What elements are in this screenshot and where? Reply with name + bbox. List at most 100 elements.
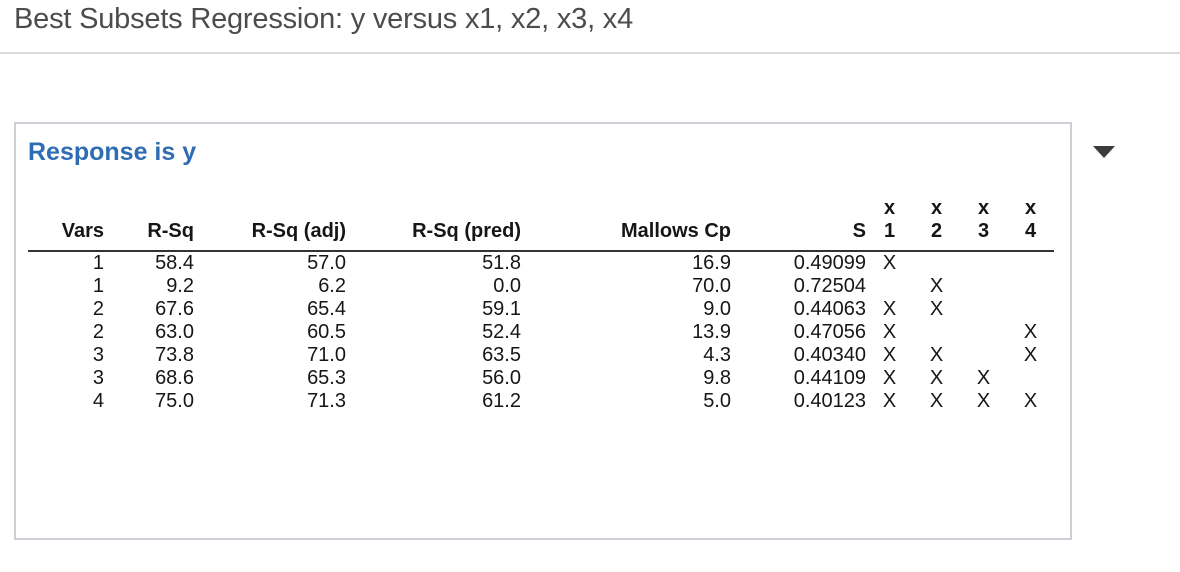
best-subsets-output-panel: Response is y x x x x Vars R-Sq (14, 122, 1072, 540)
cell-x2-mark: X (929, 275, 944, 297)
cell-r-sq: 58.4 (155, 252, 194, 274)
best-subsets-table: x x x x Vars R-Sq R-Sq (adj) R-Sq (pred)… (28, 196, 1054, 413)
cell-r-sq-pred: 61.2 (482, 390, 521, 412)
col-header-s: S (731, 220, 866, 252)
cell-x1-mark: X (882, 321, 897, 343)
cell-s: 0.44109 (793, 367, 866, 389)
header-spacer (346, 196, 521, 220)
cell-r-sq: 73.8 (155, 344, 194, 366)
cell-x3-mark (960, 344, 1007, 367)
cell-x1-mark: X (882, 298, 897, 320)
cell-mallows-cp: 13.9 (692, 321, 731, 343)
table-row: 1 58.4 57.0 51.8 16.9 0.49099 X (28, 251, 1054, 275)
table-row: 2 63.0 60.5 52.4 13.9 0.47056 X X (28, 321, 1054, 344)
cell-x3-mark (960, 298, 1007, 321)
cell-r-sq-pred: 0.0 (493, 275, 521, 297)
cell-x2-mark: X (929, 367, 944, 389)
table-row: 1 9.2 6.2 0.0 70.0 0.72504 X (28, 275, 1054, 298)
cell-r-sq-pred: 63.5 (482, 344, 521, 366)
cell-r-sq-adj: 71.3 (307, 390, 346, 412)
cell-x4-mark (1007, 367, 1054, 390)
cell-r-sq: 68.6 (155, 367, 194, 389)
cell-vars: 3 (92, 344, 104, 366)
cell-r-sq: 75.0 (155, 390, 194, 412)
cell-r-sq-pred: 52.4 (482, 321, 521, 343)
cell-r-sq-pred: 56.0 (482, 367, 521, 389)
cell-r-sq-adj: 71.0 (307, 344, 346, 366)
cell-vars: 3 (92, 367, 104, 389)
col-header-x2: 2 (913, 220, 960, 252)
cell-x1-mark: X (882, 344, 897, 366)
cell-x2-mark: X (929, 344, 944, 366)
cell-x3-mark: X (976, 390, 991, 412)
col-header-mallows-cp: Mallows Cp (521, 220, 731, 252)
cell-x1-mark: X (882, 390, 897, 412)
cell-s: 0.49099 (793, 252, 866, 274)
cell-r-sq-adj: 57.0 (307, 252, 346, 274)
col-header-vars: Vars (28, 220, 104, 252)
cell-r-sq-pred: 51.8 (482, 252, 521, 274)
cell-x1-mark (866, 275, 913, 298)
collapse-panel-icon[interactable] (1093, 146, 1115, 158)
cell-r-sq-pred: 59.1 (482, 298, 521, 320)
cell-x2-mark (913, 321, 960, 344)
cell-mallows-cp: 9.8 (703, 367, 731, 389)
col-header-r-sq-adj: R-Sq (adj) (194, 220, 346, 252)
cell-r-sq-adj: 60.5 (307, 321, 346, 343)
table-row: 2 67.6 65.4 59.1 9.0 0.44063 X X (28, 298, 1054, 321)
cell-x1-mark: X (882, 252, 897, 274)
cell-mallows-cp: 9.0 (703, 298, 731, 320)
col-header-x4: 4 (1007, 220, 1054, 252)
cell-s: 0.40340 (793, 344, 866, 366)
cell-x4-mark: X (1023, 390, 1038, 412)
cell-s: 0.44063 (793, 298, 866, 320)
header-spacer (731, 196, 866, 220)
cell-x4-mark: X (1023, 344, 1038, 366)
cell-x4-mark (1007, 251, 1054, 275)
cell-x4-mark: X (1023, 321, 1038, 343)
cell-s: 0.47056 (793, 321, 866, 343)
cell-x2-mark: X (929, 390, 944, 412)
page-title: Best Subsets Regression: y versus x1, x2… (14, 3, 634, 35)
cell-vars: 2 (92, 321, 104, 343)
cell-r-sq-adj: 65.4 (307, 298, 346, 320)
table-row: 4 75.0 71.3 61.2 5.0 0.40123 X X X X (28, 390, 1054, 413)
cell-vars: 4 (92, 390, 104, 412)
cell-mallows-cp: 5.0 (703, 390, 731, 412)
cell-x4-mark (1007, 275, 1054, 298)
header-spacer (28, 196, 104, 220)
table-row: 3 73.8 71.0 63.5 4.3 0.40340 X X X (28, 344, 1054, 367)
predictor-x-label: x (1024, 197, 1037, 219)
cell-s: 0.40123 (793, 390, 866, 412)
header-spacer (521, 196, 731, 220)
cell-x3-mark: X (976, 367, 991, 389)
col-header-r-sq: R-Sq (104, 220, 194, 252)
col-header-r-sq-pred: R-Sq (pred) (346, 220, 521, 252)
cell-mallows-cp: 4.3 (703, 344, 731, 366)
cell-x2-mark (913, 251, 960, 275)
predictor-x-label: x (930, 197, 943, 219)
header-spacer (194, 196, 346, 220)
cell-s: 0.72504 (793, 275, 866, 297)
col-header-x3: 3 (960, 220, 1007, 252)
column-header-row: Vars R-Sq R-Sq (adj) R-Sq (pred) Mallows… (28, 220, 1054, 252)
predictor-x-label: x (883, 197, 896, 219)
predictor-x-label: x (977, 197, 990, 219)
cell-mallows-cp: 70.0 (692, 275, 731, 297)
header-spacer (104, 196, 194, 220)
predictor-label-row: x x x x (28, 196, 1054, 220)
table-row: 3 68.6 65.3 56.0 9.8 0.44109 X X X (28, 367, 1054, 390)
cell-r-sq-adj: 65.3 (307, 367, 346, 389)
cell-vars: 1 (92, 252, 104, 274)
cell-x1-mark: X (882, 367, 897, 389)
title-divider (0, 52, 1180, 54)
cell-r-sq: 63.0 (155, 321, 194, 343)
col-header-x1: 1 (866, 220, 913, 252)
cell-x3-mark (960, 321, 1007, 344)
cell-r-sq: 67.6 (155, 298, 194, 320)
cell-vars: 1 (92, 275, 104, 297)
cell-x3-mark (960, 275, 1007, 298)
cell-x4-mark (1007, 298, 1054, 321)
cell-vars: 2 (92, 298, 104, 320)
cell-x3-mark (960, 251, 1007, 275)
